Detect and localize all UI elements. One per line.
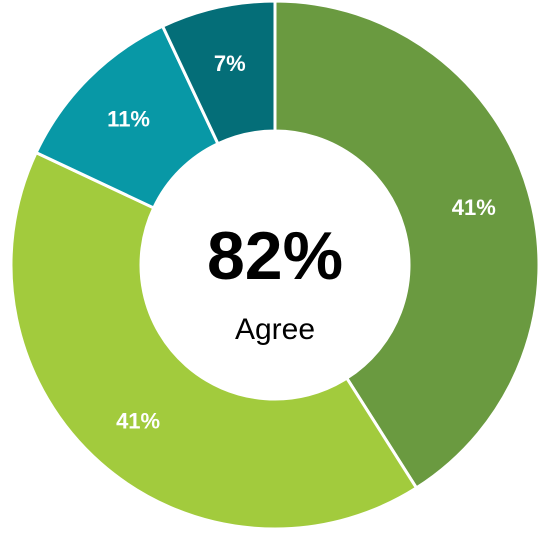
slice-label-3: 11% (107, 107, 150, 132)
slices-layer (9, 0, 539, 531)
center-value: 82% (207, 218, 343, 294)
slice-labels-layer: 41% 41% 11% 7% (107, 51, 496, 433)
donut-slice-1 (273, 0, 539, 490)
slice-label-1: 41% (452, 195, 496, 220)
slice-label-2: 41% (116, 408, 160, 433)
donut-slice-4 (161, 0, 277, 146)
center-caption: Agree (235, 313, 315, 346)
donut-slice-2 (9, 151, 418, 531)
slice-label-4: 7% (214, 51, 246, 76)
